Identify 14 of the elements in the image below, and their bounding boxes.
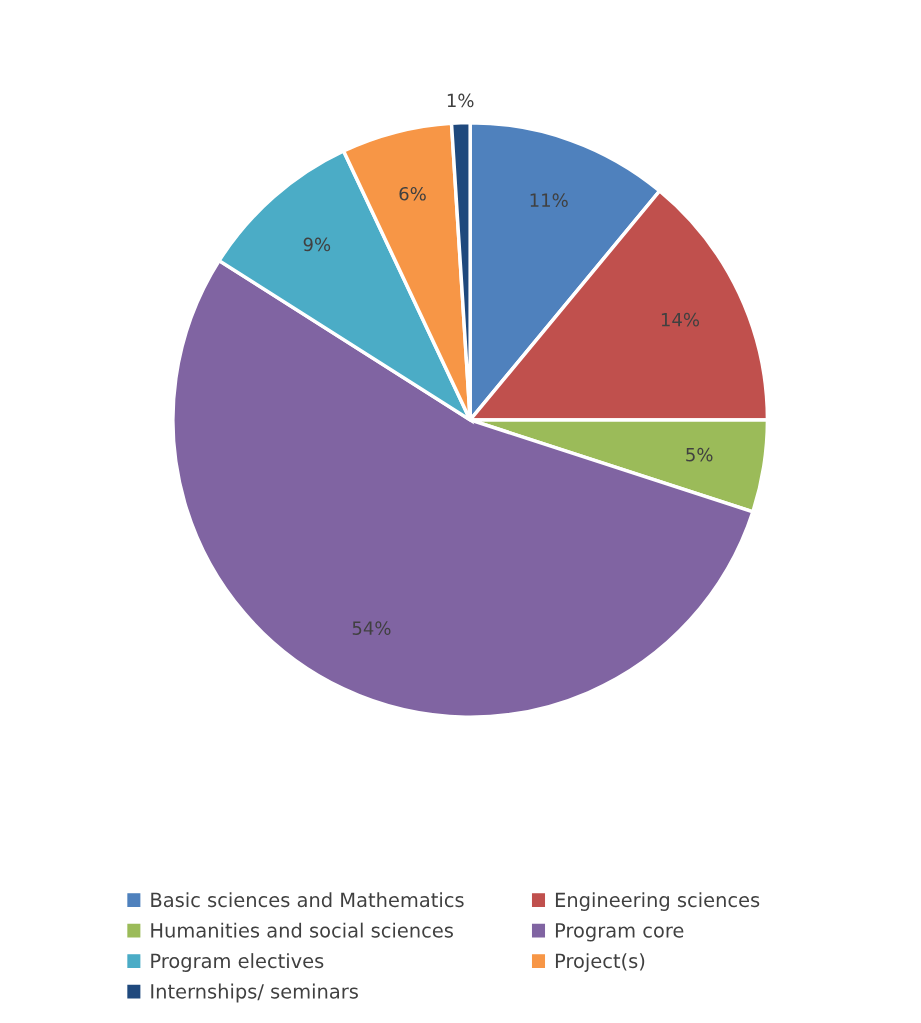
legend-label: Engineering sciences (555, 892, 760, 911)
data-label: 9% (303, 237, 331, 252)
data-label: 6% (399, 186, 426, 201)
legend-label: Project(s) (555, 953, 645, 972)
legend-label: Internships/ seminars (151, 983, 358, 1003)
legend-label: Program core (555, 923, 684, 942)
data-label: 14% (661, 312, 700, 327)
data-label: 5% (686, 447, 713, 462)
data-label: 54% (352, 621, 391, 635)
legend-label: Program electives (151, 953, 324, 972)
data-label: 1% (447, 93, 474, 108)
data-label: 11% (530, 193, 568, 208)
legend-label: Basic sciences and Mathematics (151, 892, 464, 908)
legend-label: Humanities and social sciences (151, 922, 453, 938)
